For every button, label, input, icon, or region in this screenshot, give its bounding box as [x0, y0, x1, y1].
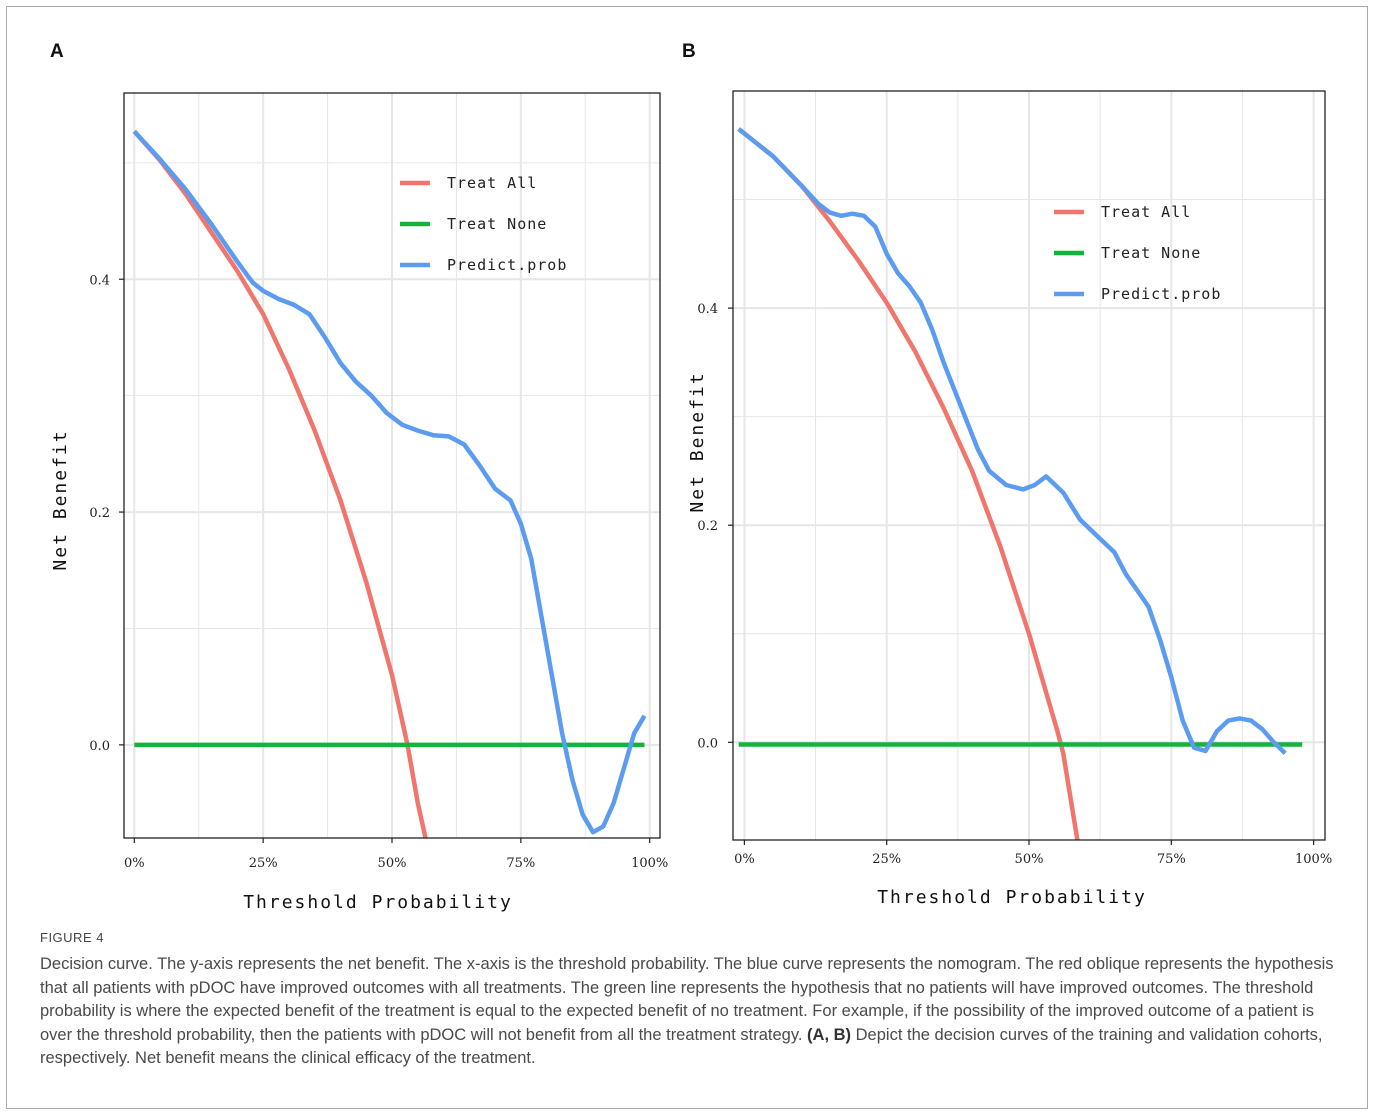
panel-b-x-tick-label: 25% [872, 852, 901, 867]
panel-b-letter: B [682, 41, 696, 62]
figure-caption: FIGURE 4 Decision curve. The y-axis repr… [40, 930, 1340, 1071]
panel-b-x-axis-title: Threshold Probability [877, 887, 1147, 908]
panel-b-x-tick-label: 0% [734, 852, 755, 867]
panel-a-x-tick-label: 25% [249, 856, 278, 871]
panel-a-ticks: 0% 25% 50% 75% 100% 0.0 0.2 0.4 [89, 273, 668, 871]
panel-b-y-axis-title: Net Benefit [687, 371, 708, 512]
caption-part-1: Decision curve. The y-axis represents th… [40, 955, 1334, 1044]
panel-a-y-tick-label: 0.4 [89, 273, 110, 288]
panel-b-x-tick-label: 50% [1015, 852, 1044, 867]
panel-a-legend-label: Treat None [447, 215, 547, 233]
panel-a-y-tick-label: 0.0 [89, 739, 110, 754]
panel-b-series-predict-prob [737, 127, 1287, 755]
panel-b-legend-label: Treat All [1101, 203, 1191, 221]
panel-b-legend-label: Treat None [1101, 244, 1201, 262]
panel-a-grid [124, 93, 660, 838]
panel-b-legend: Treat All Treat None Predict.prob [1054, 203, 1221, 303]
panel-b-x-tick-label: 100% [1295, 852, 1332, 867]
caption-text: Decision curve. The y-axis represents th… [40, 953, 1340, 1071]
panel-b-y-tick-label: 0.2 [697, 519, 718, 534]
panel-b: B 0% 25% 50% 75% 100%0.00.20.4 Treat AllTrea… [682, 41, 1332, 908]
panel-a-x-tick-label: 100% [631, 856, 668, 871]
panel-a-series [132, 129, 647, 839]
panel-b-x-tick-label: 75% [1157, 852, 1186, 867]
panel-a-series-predict-prob [132, 129, 647, 835]
panel-a-legend-label: Treat All [447, 174, 537, 192]
panel-b-y-tick-label: 0.0 [697, 736, 718, 751]
panel-b-series [737, 127, 1303, 841]
panel-a-y-axis-title: Net Benefit [50, 429, 71, 570]
panel-a-x-tick-label: 50% [378, 856, 407, 871]
panel-b-legend-label: Predict.prob [1101, 285, 1221, 303]
panel-a-y-tick-label: 0.2 [89, 506, 110, 521]
caption-bold: (A, B) [807, 1025, 852, 1044]
panel-a-letter: A [50, 41, 64, 62]
panel-a: A 0% 25% 50% 75% 100%0.00.20.4 Treat AllTrea… [50, 41, 668, 913]
figure-plots: A 0% 25% 50% 75% 100%0.00.20.4 Treat AllTrea… [50, 41, 1332, 913]
panel-a-x-tick-label: 0% [124, 856, 145, 871]
panel-a-legend: Treat All Treat None Predict.prob [400, 174, 567, 274]
caption-part-2: Depict the decision curves of the traini… [40, 1025, 1323, 1068]
panel-b-ticks: 0% 25% 50% 75% 100% 0.0 0.2 0.4 [697, 302, 1332, 867]
panel-a-series-treat-all [132, 129, 428, 839]
panel-a-x-tick-label: 75% [506, 856, 535, 871]
panel-a-x-axis-title: Threshold Probability [243, 892, 513, 913]
panel-b-y-tick-label: 0.4 [697, 302, 718, 317]
figure-label: FIGURE 4 [40, 930, 104, 945]
panel-a-legend-label: Predict.prob [447, 256, 567, 274]
